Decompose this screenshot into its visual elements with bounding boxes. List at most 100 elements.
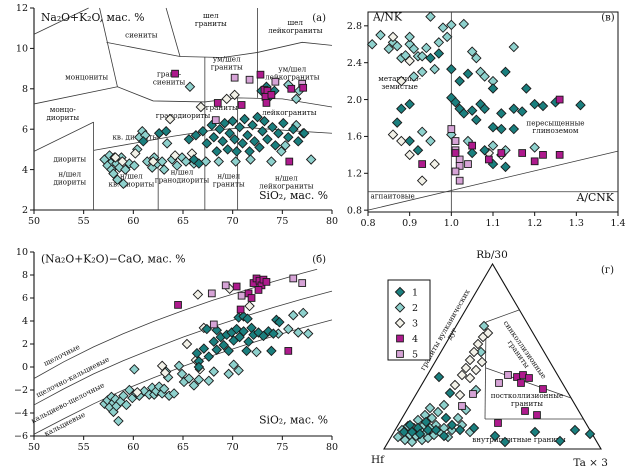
point-series-1	[468, 422, 480, 434]
x-tick-label: 1.1	[485, 218, 500, 229]
point-series-1	[254, 142, 265, 153]
panel-letter: (в)	[601, 12, 615, 23]
point-series-1	[244, 146, 255, 157]
point-series-2	[158, 164, 170, 175]
point-series-1	[227, 115, 238, 127]
point-series-2	[466, 46, 478, 57]
point-series-5	[298, 279, 307, 287]
point-series-1	[262, 134, 273, 145]
point-series-1	[183, 134, 195, 145]
point-series-2	[479, 71, 490, 82]
point-series-2	[251, 346, 262, 358]
point-series-1	[298, 128, 310, 139]
legend-item-label: 5	[412, 350, 418, 361]
boundary-line	[33, 121, 94, 152]
point-series-1	[238, 326, 249, 337]
point-series-1	[500, 66, 511, 78]
point-series-2	[391, 40, 403, 52]
point-series-5	[211, 116, 220, 124]
point-series-1	[259, 115, 270, 127]
point-series-2	[471, 52, 482, 64]
field-label: постколлизионные граниты	[491, 391, 563, 408]
point-series-4	[468, 141, 477, 150]
point-series-1	[391, 117, 403, 128]
point-series-3	[476, 356, 488, 368]
point-series-3	[404, 55, 415, 67]
point-series-1	[252, 111, 263, 123]
x-tick-label: 65	[177, 442, 189, 453]
point-series-1	[208, 132, 220, 143]
field-label: диориты	[53, 155, 86, 164]
point-series-3	[132, 387, 143, 398]
y-tick-label: 1.2	[347, 168, 362, 179]
field-label: агпаитовые	[371, 192, 415, 201]
point-series-4	[533, 411, 541, 419]
point-series-4	[254, 286, 263, 294]
boundary-line	[165, 7, 181, 57]
point-series-4	[284, 347, 293, 355]
point-series-2	[478, 320, 490, 332]
y-tick-label: 10	[16, 44, 28, 55]
point-series-5	[271, 77, 280, 86]
y-tick-label: 1.6	[347, 132, 362, 143]
point-series-1	[193, 158, 205, 169]
point-series-1	[201, 138, 213, 149]
legend: 1 2 3 4 5	[387, 279, 431, 361]
point-series-2	[158, 383, 170, 395]
field-label: грано-сиениты	[153, 70, 186, 87]
point-series-2	[113, 415, 124, 427]
boundary-line	[99, 7, 118, 87]
point-series-2	[156, 156, 168, 167]
x-tick-label: 60	[127, 216, 139, 227]
point-series-2	[425, 135, 436, 147]
point-series-1	[208, 336, 220, 347]
field-label: лейкограниты	[262, 108, 317, 117]
point-series-2	[266, 156, 277, 167]
point-series-2	[432, 406, 444, 418]
boundary-line	[485, 367, 572, 399]
point-series-2	[458, 18, 470, 30]
point-series-2	[120, 164, 131, 175]
y-tick-label: 4	[22, 165, 28, 176]
point-series-5	[464, 160, 472, 168]
point-series-1	[223, 345, 234, 357]
point-series-1	[201, 323, 213, 335]
field-label: ум/шел граниты	[211, 55, 243, 72]
point-series-2	[228, 359, 239, 370]
point-series-2	[118, 178, 129, 189]
x-tick-label: 50	[28, 442, 40, 453]
point-series-1	[224, 128, 235, 139]
point-series-3	[387, 31, 399, 43]
point-series-2	[475, 346, 487, 358]
field-label: н/шел диориты	[53, 170, 86, 187]
field-label: граниты	[206, 103, 238, 112]
point-series-2	[416, 51, 428, 62]
point-series-1	[292, 136, 304, 147]
boundary-line	[33, 290, 333, 406]
point-series-2	[288, 310, 299, 321]
point-series-1	[398, 426, 410, 438]
boundary-line	[485, 309, 520, 323]
x-tick-label: 80	[326, 216, 338, 227]
point-series-2	[437, 22, 449, 33]
plot-frame	[367, 11, 619, 213]
point-series-5	[245, 75, 254, 84]
point-series-4	[521, 407, 529, 415]
series-4-points	[418, 95, 564, 168]
point-series-5	[455, 176, 464, 185]
field-label: н/шел граниты	[213, 172, 245, 189]
legend-box	[387, 279, 431, 361]
point-series-2	[416, 66, 428, 78]
series-2-points	[366, 11, 540, 156]
y-tick-label: 2	[22, 205, 28, 216]
point-series-1	[394, 286, 406, 298]
point-series-1	[267, 121, 278, 133]
y-axis-title: A/NK	[372, 10, 403, 23]
point-series-2	[416, 126, 428, 138]
point-series-1	[487, 121, 499, 133]
point-series-1	[214, 123, 225, 135]
point-series-3	[192, 289, 204, 300]
point-series-1	[466, 147, 478, 159]
point-series-4	[299, 83, 308, 92]
point-series-1	[266, 345, 277, 357]
